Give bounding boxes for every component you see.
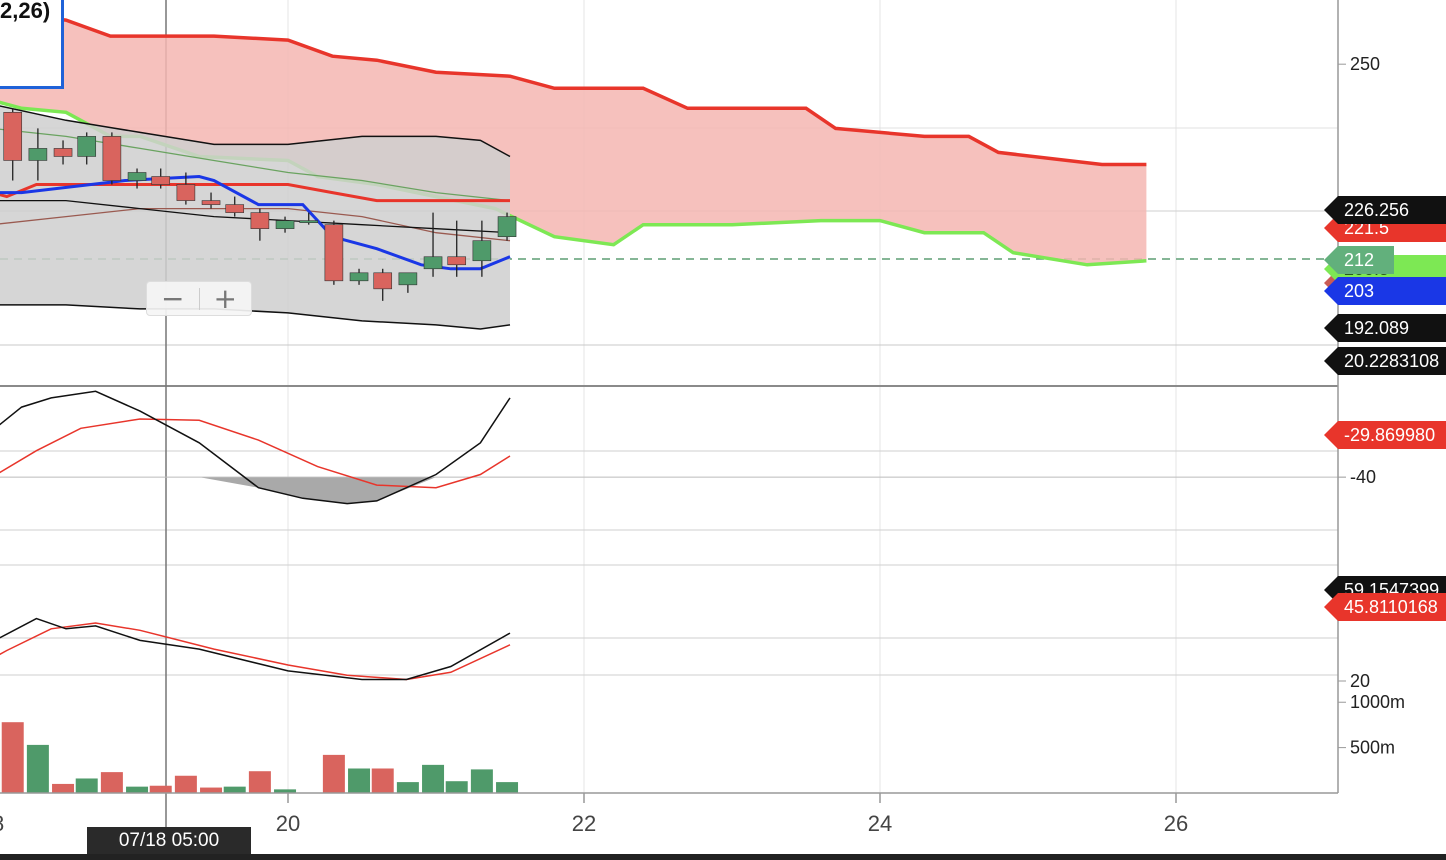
x-tick-label: 22 [572,811,596,836]
candle-body [250,212,270,229]
x-tick-label: 26 [1164,811,1188,836]
volume-bar [274,789,297,793]
y-tick-label: 1000m [1350,692,1405,712]
volume-bar [52,783,75,793]
y-tick-label: 250 [1350,54,1380,74]
tag-blue: 203 [1344,281,1374,301]
tag-bb-upper-bg [1324,196,1446,224]
x-tick-label: 20 [276,811,300,836]
volume-bar [371,768,394,793]
zoom-in-button[interactable]: + [213,282,237,315]
volume-bar [445,781,468,793]
legend-text: 2,26) [0,0,51,23]
candle-body [299,220,319,223]
stochastic-panel [0,617,511,681]
oscillator-signal-line [0,418,511,489]
tag-bb-lower: 192.089 [1344,318,1409,338]
volume-bar [396,782,419,793]
candle-body [102,136,122,181]
volume-bar [223,786,246,793]
candle-body [127,172,147,181]
candle-body [53,148,73,157]
candle-body [201,200,221,205]
tag-last-price: 212 [1344,250,1374,270]
line-ma-mid [0,207,511,242]
volume-panel [0,722,519,793]
volume-bar [75,778,98,793]
candle-body [28,148,48,161]
zoom-out-button[interactable]: − [161,282,185,315]
oscillator-line [0,390,511,505]
volume-bar [496,782,519,793]
cloud-upper-line [0,11,1147,167]
tag-blue-bg [1324,277,1446,305]
candle-body [176,184,196,201]
crosshair-time-label: 07/18 05:00 [87,827,251,855]
volume-bar [248,771,271,793]
zoom-control[interactable]: − + [146,281,252,316]
band-upper-line [0,105,511,158]
y-tick-label: -40 [1350,467,1376,487]
candle-body [225,204,245,213]
tag-bb-upper: 226.256 [1344,200,1409,220]
candle-body [349,272,369,282]
cloud-fill [0,12,1147,265]
oscillator-panel [0,390,1338,505]
tag-stoch-d-bg [1324,593,1446,621]
volume-bar [322,754,345,793]
candle-body [447,256,467,266]
line-ma-long [0,128,511,202]
x-tick-label: 24 [868,811,892,836]
price-tags: 200.533200.5221.5226.256203212192.08920.… [1324,196,1446,621]
volume-bar [174,775,197,793]
candle-body [423,256,443,270]
y-tick-label: 20 [1350,671,1370,691]
candle-body [324,224,344,282]
volume-bar [348,768,371,793]
candle-body [472,240,492,262]
tag-oscillator: 20.2283108 [1344,351,1439,371]
line-ma-short [0,199,511,234]
candle-body [77,136,97,157]
candle-body [275,220,295,229]
candle-body [3,112,23,161]
tag-last-price-bg [1324,246,1394,274]
volume-bar [100,772,123,793]
tag-oscillator-signal-bg [1324,421,1446,449]
tag-stoch-d: 45.8110168 [1344,597,1438,617]
tag-oscillator-bg [1324,347,1446,375]
candle-body [398,272,418,286]
volume-bar [26,744,49,793]
candle-body [151,176,171,185]
tag-oscillator-signal: -29.869980 [1344,425,1435,445]
tag-bb-lower-bg [1324,314,1446,342]
volume-bar [422,764,445,793]
candlesticks [3,108,517,301]
stoch-k-line [0,617,511,681]
x-tick-label: 18 [0,811,4,836]
volume-bar [126,786,149,793]
bottom-scrollbar[interactable] [0,854,1446,860]
line-red-mid [0,183,510,203]
volume-bar [149,785,172,793]
candle-body [373,272,393,290]
volume-bar [470,769,493,793]
zoom-divider [198,287,200,310]
volume-bar [1,722,24,793]
oscillator-fill [0,477,510,504]
volume-bar [200,787,223,793]
y-tick-label: 500m [1350,738,1395,758]
legend-box: 2,26) [0,0,64,89]
candle-body [497,216,517,237]
